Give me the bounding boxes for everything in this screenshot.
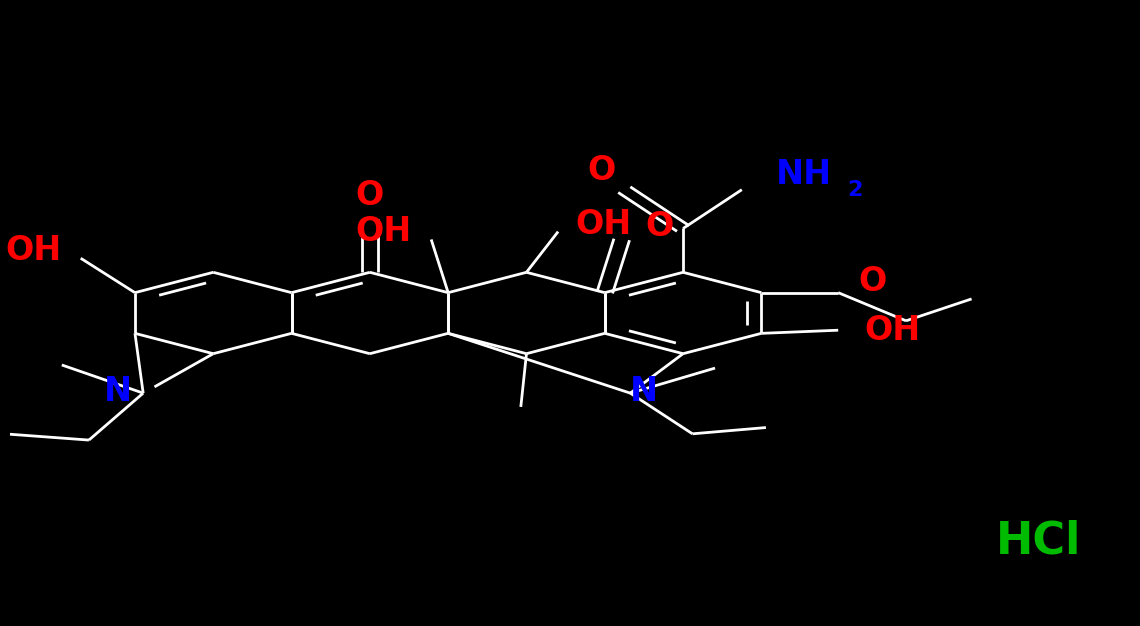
Text: N: N	[629, 376, 658, 408]
Text: HCl: HCl	[995, 520, 1081, 563]
Text: O: O	[356, 179, 384, 212]
Text: N: N	[104, 376, 132, 408]
Text: O: O	[645, 210, 673, 244]
Text: OH: OH	[576, 208, 632, 240]
Text: OH: OH	[5, 234, 62, 267]
Text: O: O	[858, 265, 886, 298]
Text: OH: OH	[864, 314, 921, 347]
Text: 2: 2	[847, 180, 862, 200]
Text: OH: OH	[356, 215, 412, 249]
Text: O: O	[587, 155, 616, 187]
Text: NH: NH	[775, 158, 832, 190]
